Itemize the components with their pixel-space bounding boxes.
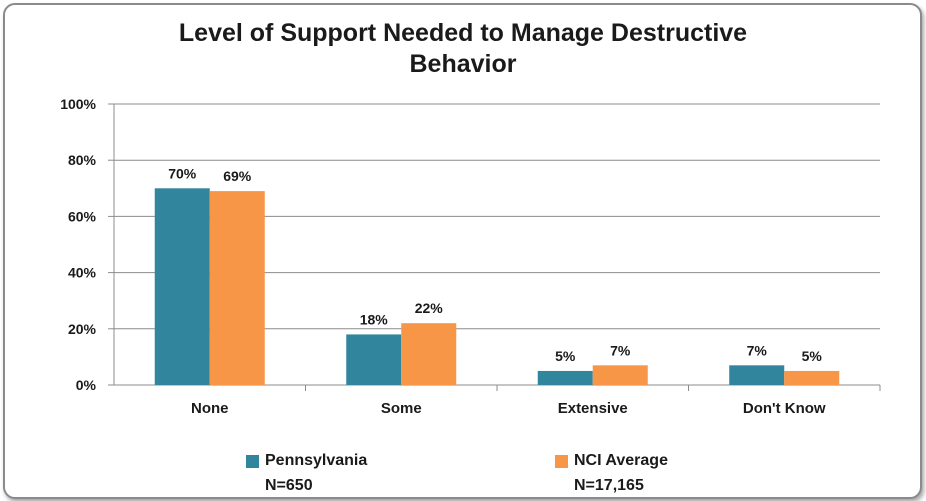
bar-nci-average-3 (784, 370, 840, 385)
y-tick-label: 20% (68, 321, 97, 337)
bar-nci-average-1 (401, 323, 457, 385)
legend-swatch-nci-average (555, 455, 568, 468)
data-label: 5% (802, 348, 823, 364)
chart-title-line-2: Behavior (409, 50, 517, 78)
bar-nci-average-2 (592, 365, 648, 385)
y-tick-label: 0% (76, 377, 97, 393)
legend-note-nci-average: N=17,165 (574, 477, 644, 494)
bar-pennsylvania-3 (729, 365, 785, 385)
data-label: 7% (747, 342, 768, 358)
data-label: 22% (415, 300, 444, 316)
legend-label-nci-average: NCI Average (574, 452, 668, 469)
y-tick-label: 60% (68, 208, 97, 224)
data-label: 18% (360, 311, 389, 327)
y-tick-label: 80% (68, 152, 97, 168)
bar-nci-average-0 (209, 191, 265, 385)
y-tick-label: 40% (68, 265, 97, 281)
bar-pennsylvania-1 (346, 334, 402, 385)
legend-note-pennsylvania: N=650 (265, 477, 313, 494)
x-tick-label: Extensive (558, 400, 628, 417)
data-label: 70% (168, 165, 197, 181)
legend-swatch-pennsylvania (246, 455, 259, 468)
data-label: 7% (610, 342, 631, 358)
bar-pennsylvania-0 (154, 188, 210, 385)
x-tick-label: Some (381, 400, 422, 417)
chart-title: Level of Support Needed to Manage Destru… (0, 18, 926, 80)
chart-title-line-1: Level of Support Needed to Manage Destru… (178, 19, 748, 47)
bar-pennsylvania-2 (537, 370, 593, 385)
x-tick-label: None (191, 400, 229, 417)
data-label: 69% (223, 168, 252, 184)
data-label: 5% (555, 348, 576, 364)
y-tick-label: 100% (60, 96, 96, 112)
legend-label-pennsylvania: Pennsylvania (265, 452, 368, 469)
x-tick-label: Don't Know (743, 400, 826, 417)
